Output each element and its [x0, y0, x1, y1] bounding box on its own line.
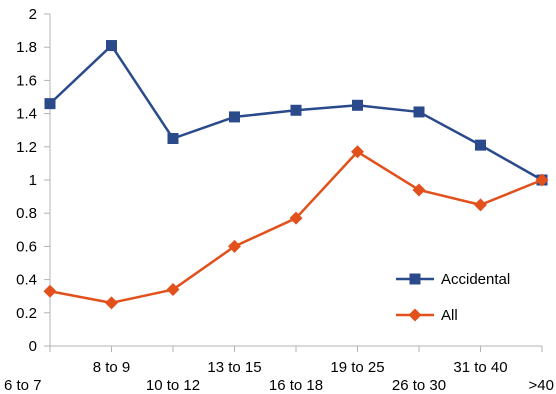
y-tick-label: 1.2	[16, 139, 37, 156]
series-all	[43, 145, 549, 310]
data-point-diamond	[535, 173, 549, 187]
y-tick-label: 2	[29, 6, 37, 23]
data-point-diamond	[43, 284, 57, 298]
legend-marker-square	[409, 273, 421, 285]
y-tick-label: 0	[29, 338, 37, 355]
y-tick-label: 0.8	[16, 205, 37, 222]
x-tick-label: 10 to 12	[146, 377, 200, 394]
x-tick-label: 26 to 30	[392, 377, 446, 394]
x-tick-label: 6 to 7	[4, 377, 42, 394]
y-tick-label: 0.4	[16, 272, 37, 289]
data-point-square	[352, 99, 363, 111]
data-point-diamond	[412, 183, 426, 197]
chart-legend: Accidental All	[396, 271, 510, 324]
chart-axes: 0 0.2 0.4 0.6 0.8 1 1.2 1.4 1.6 1.8 2 6 to 7 8 to 9 1…	[4, 6, 554, 394]
legend-item-all: All	[396, 307, 458, 324]
legend-item-accidental: Accidental	[396, 271, 510, 288]
x-tick-label: 16 to 18	[269, 377, 323, 394]
y-tick-label: 0.2	[16, 305, 37, 322]
data-point-diamond	[166, 283, 180, 297]
data-point-diamond	[474, 198, 487, 212]
x-tick-label: 19 to 25	[330, 359, 384, 376]
data-point-diamond	[289, 211, 303, 225]
data-point-square	[290, 104, 302, 116]
x-tick-label: 8 to 9	[93, 359, 131, 376]
legend-marker-diamond	[408, 308, 422, 322]
data-point-diamond	[351, 145, 364, 159]
data-point-square	[229, 111, 240, 123]
series-layer	[43, 40, 549, 310]
legend-label: All	[441, 307, 458, 324]
data-point-square	[106, 40, 117, 52]
data-point-square	[413, 106, 425, 118]
y-tick-label: 1.6	[16, 72, 37, 89]
x-tick-label: 13 to 15	[207, 359, 261, 376]
y-tick-label: 1.4	[16, 106, 37, 123]
data-point-square	[44, 98, 56, 110]
x-tick-label: >40	[529, 377, 554, 394]
data-point-diamond	[105, 296, 118, 310]
data-point-square	[167, 133, 179, 144]
data-point-diamond	[228, 239, 241, 253]
legend-label: Accidental	[441, 271, 510, 288]
x-tick-label: 31 to 40	[453, 359, 507, 376]
y-tick-label: 0.6	[16, 238, 37, 255]
y-tick-label: 1	[29, 172, 37, 189]
data-point-square	[475, 139, 486, 151]
y-tick-label: 1.8	[16, 39, 37, 56]
series-accidental	[44, 40, 548, 186]
